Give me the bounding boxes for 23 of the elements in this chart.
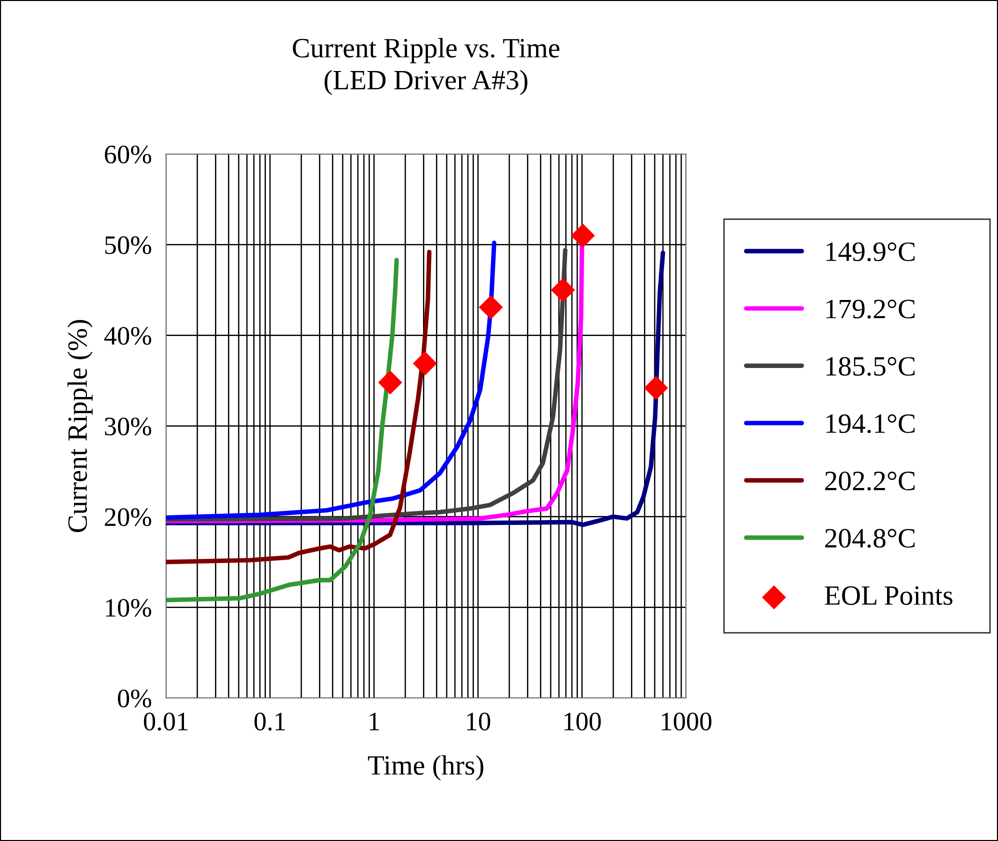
x-axis-title: Time (hrs) (368, 755, 484, 780)
y-tick-label: 50% (105, 236, 152, 254)
x-tick-label: 100 (564, 712, 601, 730)
x-tick-label: 0.1 (254, 712, 285, 731)
y-tick-label: 30% (105, 418, 152, 436)
chart-title: Current Ripple vs. Time (LED Driver A#3) (292, 38, 560, 96)
y-tick-label: 20% (104, 508, 152, 526)
legend-label: 194.1°C (826, 414, 915, 434)
x-tick-label: 1000 (662, 712, 712, 730)
legend-label: EOL Points (824, 586, 952, 605)
y-tick-label: 0% (118, 690, 152, 708)
y-tick-label: 60% (104, 146, 152, 164)
y-tick-label: 40% (104, 326, 152, 345)
y-axis-title: Current Ripple (%) (67, 320, 93, 532)
x-tick-label: 1 (370, 712, 380, 730)
legend-label: 204.8°C (825, 528, 915, 548)
legend-label: 149.9°C (826, 242, 915, 262)
y-tick-label: 10% (106, 598, 152, 617)
legend-label: 179.2°C (826, 300, 915, 319)
x-tick-label: 10 (467, 712, 490, 730)
x-tick-label: 0.01 (144, 712, 188, 731)
legend-label: 202.2°C (825, 472, 915, 490)
legend-label: 185.5°C (826, 356, 915, 376)
